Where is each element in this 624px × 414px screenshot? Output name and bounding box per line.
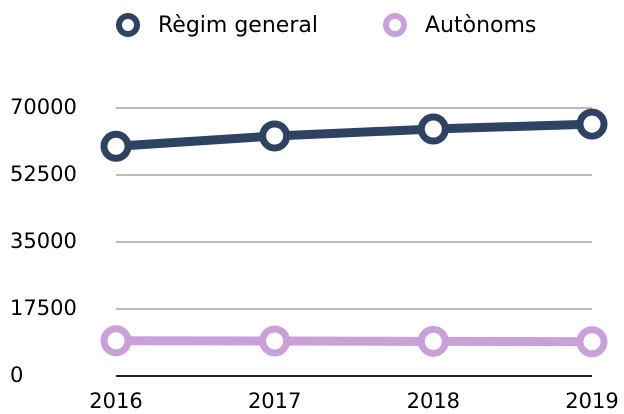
y-tick-label: 35000 <box>10 229 77 253</box>
series-line <box>115 336 593 347</box>
legend-marker <box>116 13 140 37</box>
x-tick-label: 2018 <box>407 389 460 413</box>
series-line <box>115 119 593 151</box>
legend-label: Autònoms <box>425 13 536 38</box>
data-point <box>576 108 608 140</box>
data-point <box>417 113 449 145</box>
data-point <box>259 120 291 152</box>
y-tick-label: 70000 <box>10 95 77 119</box>
x-tick-label: 2019 <box>565 389 618 413</box>
data-point <box>100 325 132 357</box>
x-tick-label: 2016 <box>89 389 142 413</box>
x-tick-label: 2017 <box>248 389 301 413</box>
legend-marker <box>383 13 407 37</box>
y-tick-label: 52500 <box>10 162 77 186</box>
data-point <box>576 326 608 358</box>
legend-label: Règim general <box>158 13 318 38</box>
data-point <box>100 130 132 162</box>
y-tick-label: 0 <box>10 363 23 387</box>
y-tick-label: 17500 <box>10 296 77 320</box>
data-point <box>259 325 291 357</box>
data-point <box>417 325 449 357</box>
